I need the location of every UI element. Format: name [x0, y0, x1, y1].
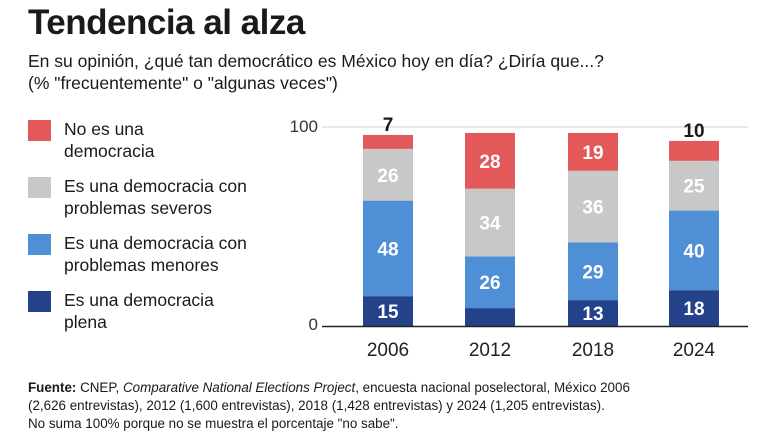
bar-segment — [363, 296, 413, 326]
legend-swatch-no-democracia — [28, 120, 51, 141]
bar-segment — [568, 170, 618, 243]
source-text: , encuesta nacional poselectoral, México… — [355, 380, 630, 395]
x-tick-label: 2006 — [367, 340, 409, 361]
legend-label-line: democracia — [64, 141, 155, 161]
legend-item-problemas-severos: Es una democracia con problemas severos — [28, 175, 284, 219]
chart-title: Tendencia al alza — [28, 3, 305, 42]
legend-swatch-plena — [28, 291, 51, 312]
legend-label: Es una democracia con problemas menores — [64, 232, 284, 276]
bar-segment — [669, 210, 719, 291]
legend-label: No es una democracia — [64, 118, 284, 162]
y-tick-label: 100 — [290, 117, 318, 136]
legend-label-line: Es una democracia con — [64, 233, 247, 253]
bar-segment — [465, 308, 515, 326]
bar-segment — [568, 300, 618, 326]
subtitle-question: En su opinión, ¿qué tan democrático es M… — [28, 51, 604, 71]
data-label: 13 — [582, 304, 603, 325]
bar-segment — [363, 200, 413, 297]
subtitle-note: (% "frecuentemente" o "algunas veces") — [28, 73, 338, 93]
data-label: 34 — [479, 214, 501, 235]
data-label: 36 — [582, 198, 603, 219]
source-line-3: No suma 100% porque no se muestra el por… — [28, 416, 399, 431]
stacked-bar-chart: 0100154826720069263428201213293619201818… — [290, 115, 748, 361]
x-tick-label: 2024 — [673, 340, 716, 361]
legend-label: Es una democracia con problemas severos — [64, 175, 284, 219]
data-label: 29 — [582, 262, 603, 283]
bar-segment — [465, 256, 515, 309]
bar-segment — [669, 290, 719, 326]
data-label: 48 — [377, 239, 398, 260]
x-tick-label: 2018 — [572, 340, 614, 361]
data-label: 28 — [479, 152, 500, 173]
legend-label-line: Es una democracia — [64, 290, 214, 310]
legend-label-line: problemas menores — [64, 255, 219, 275]
source-text: CNEP, — [76, 380, 123, 395]
legend-label: Es una democracia plena — [64, 289, 284, 333]
x-tick-label: 2012 — [469, 340, 511, 361]
legend-item-problemas-menores: Es una democracia con problemas menores — [28, 232, 284, 276]
data-label: 18 — [683, 299, 704, 320]
source-project: Comparative National Elections Project — [123, 380, 356, 395]
bar-segment — [363, 134, 413, 149]
chart-subtitle: En su opinión, ¿qué tan democrático es M… — [28, 50, 768, 94]
legend-swatch-problemas-menores — [28, 234, 51, 255]
legend-item-no-democracia: No es una democracia — [28, 118, 284, 162]
data-label: 25 — [683, 177, 705, 198]
data-label: 26 — [377, 166, 398, 187]
bar-segment — [363, 148, 413, 201]
legend-label-line: problemas severos — [64, 198, 212, 218]
legend-swatch-problemas-severos — [28, 177, 51, 198]
bar-segment — [568, 132, 618, 171]
bar-segment — [465, 132, 515, 189]
bar-segment — [669, 140, 719, 161]
source-line-1: Fuente: CNEP, Comparative National Elect… — [28, 379, 768, 397]
source-label: Fuente: — [28, 380, 77, 395]
source-note: Fuente: CNEP, Comparative National Elect… — [28, 379, 768, 433]
legend-label-line: Es una democracia con — [64, 176, 247, 196]
data-label: 19 — [582, 143, 603, 164]
bar-segment — [568, 242, 618, 301]
data-label: 40 — [683, 241, 704, 262]
legend-label-line: plena — [64, 312, 107, 332]
data-label: 7 — [383, 115, 394, 136]
source-line-2: (2,626 entrevistas), 2012 (1,600 entrevi… — [28, 398, 605, 413]
legend-label-line: No es una — [64, 119, 144, 139]
data-label: 15 — [377, 302, 399, 323]
bar-segment — [465, 188, 515, 257]
y-tick-label: 0 — [309, 315, 318, 334]
bar-segment — [669, 160, 719, 211]
legend-item-plena: Es una democracia plena — [28, 289, 284, 333]
data-label: 10 — [683, 121, 704, 142]
data-label: 26 — [479, 273, 500, 294]
